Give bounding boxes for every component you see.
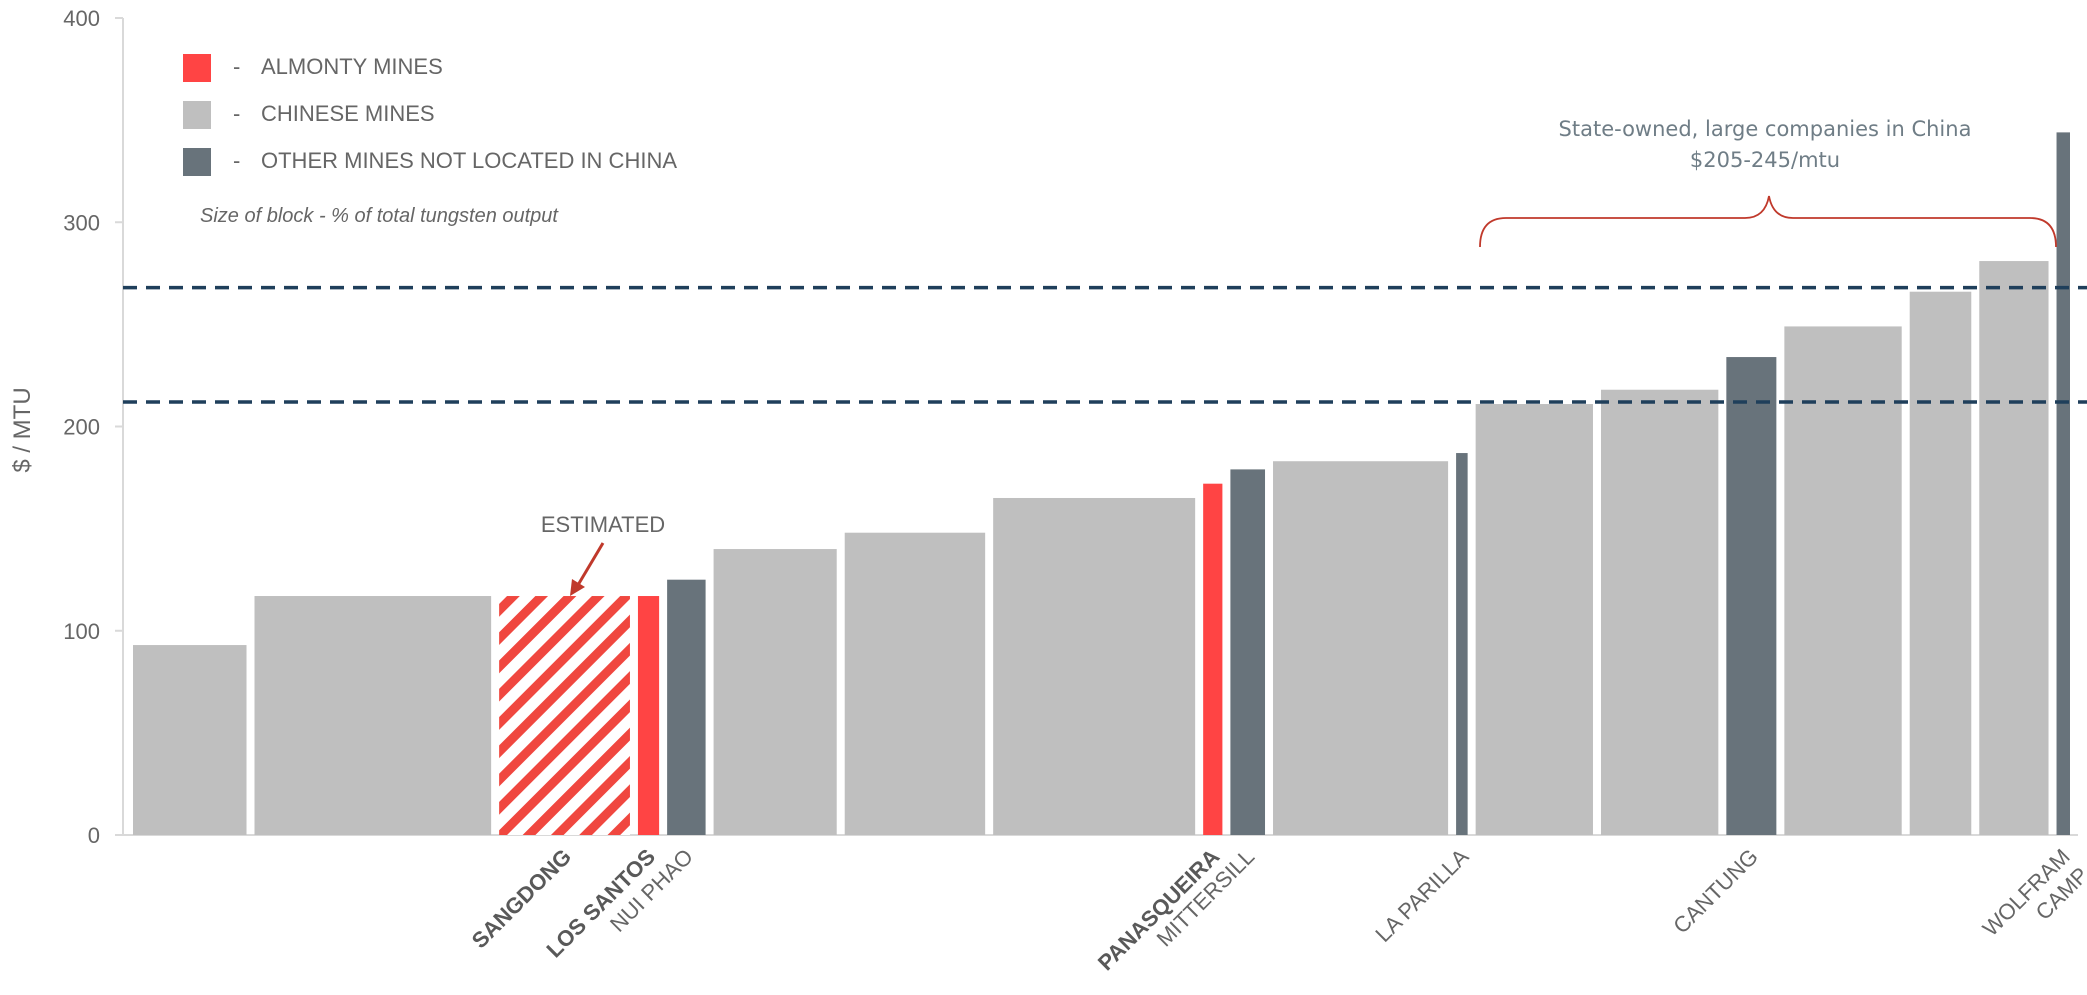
- bar-chinese-mine-12: [1476, 404, 1593, 835]
- y-tick-label: 100: [63, 619, 100, 644]
- bars: [133, 132, 2070, 835]
- block-size-note: Size of block - % of total tungsten outp…: [200, 205, 559, 227]
- bar-los-santos: [638, 596, 659, 835]
- state-owned-label: State-owned, large companies in China: [1559, 117, 1972, 141]
- legend-label-chinese: CHINESE MINES: [261, 101, 435, 126]
- bar-chinese-mine-1: [255, 596, 492, 835]
- bar-mittersill: [1230, 469, 1265, 835]
- bar-chinese-mine-10: [1273, 461, 1448, 835]
- y-tick-label: 300: [63, 210, 100, 235]
- y-tick-label: 200: [63, 415, 100, 440]
- legend-swatch-almonty: [183, 54, 211, 82]
- bar-chinese-mine-16: [1910, 292, 1972, 835]
- x-tick-label: LA PARILLA: [1370, 844, 1473, 947]
- state-owned-bracket: [1480, 196, 2056, 247]
- estimated-arrow: [578, 543, 603, 585]
- x-tick-label: CANTUNG: [1668, 844, 1763, 939]
- estimated-arrowhead: [570, 579, 585, 596]
- state-owned-range: $205-245/mtu: [1690, 148, 1840, 172]
- y-ticks: 0 100 200 300 400: [63, 6, 123, 848]
- legend-swatch-other: [183, 148, 211, 176]
- bar-la-parilla: [1456, 453, 1468, 835]
- legend-dash: -: [233, 148, 240, 173]
- y-tick-label: 0: [88, 823, 100, 848]
- legend-swatch-chinese: [183, 101, 211, 129]
- legend-dash: -: [233, 54, 240, 79]
- bar-chinese-mine-13: [1601, 390, 1718, 835]
- legend-label-almonty: ALMONTY MINES: [261, 54, 443, 79]
- bar-cantung: [1726, 357, 1776, 835]
- bar-nui-phao: [667, 580, 705, 835]
- y-axis-label: $ / MTU: [9, 387, 36, 472]
- bar-chinese-mine-17: [1979, 261, 2048, 835]
- legend-label-other: OTHER MINES NOT LOCATED IN CHINA: [261, 148, 677, 173]
- bar-sangdong: [499, 596, 630, 835]
- y-tick-label: 400: [63, 6, 100, 31]
- bar-wolfram-camp: [2057, 132, 2070, 835]
- legend: - ALMONTY MINES - CHINESE MINES - OTHER …: [183, 54, 677, 176]
- bar-chinese-mine-0: [133, 645, 247, 835]
- legend-dash: -: [233, 101, 240, 126]
- bar-chinese-mine-6: [845, 533, 985, 835]
- bar-chinese-mine-5: [714, 549, 837, 835]
- x-tick-label: WOLFRAMCAMP: [1978, 844, 2087, 960]
- bar-chinese-mine-7: [993, 498, 1195, 835]
- bar-panasqueira: [1203, 484, 1222, 835]
- estimated-annotation: ESTIMATED: [541, 512, 665, 537]
